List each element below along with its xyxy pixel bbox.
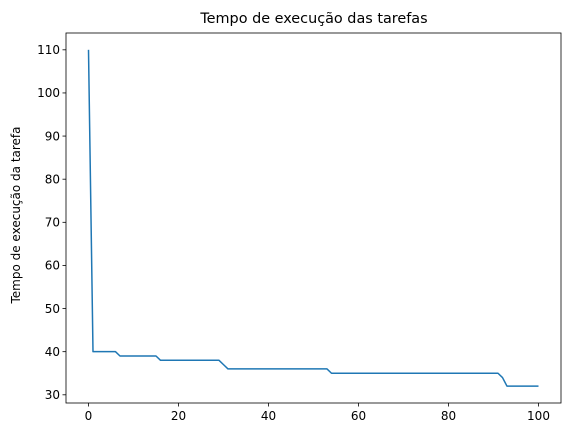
x-tick-label: 20 [171, 409, 186, 423]
series-line-0 [87, 49, 539, 387]
y-tick-label: 30 [45, 388, 60, 402]
y-tick-label: 50 [45, 302, 60, 316]
y-tick-label: 70 [45, 216, 60, 230]
plot-frame [65, 32, 562, 404]
x-tick-label: 100 [527, 409, 550, 423]
x-tick-label: 60 [351, 409, 366, 423]
y-tick-label: 40 [45, 345, 60, 359]
y-tick-label: 110 [37, 43, 60, 57]
chart-title: Tempo de execução das tarefas [199, 11, 427, 27]
y-axis-label: Tempo de execução da tarefa [9, 126, 23, 304]
x-tick-label: 0 [85, 409, 93, 423]
plot-area: 0 20 40 60 80 100 30 40 50 60 70 80 90 100 110 [37, 32, 562, 423]
x-tick-label: 40 [261, 409, 276, 423]
y-tick-label: 100 [37, 86, 60, 100]
y-tick-label: 60 [45, 259, 60, 273]
y-tick-label: 80 [45, 172, 60, 186]
y-tick-label: 90 [45, 129, 60, 143]
x-tick-label: 80 [441, 409, 456, 423]
